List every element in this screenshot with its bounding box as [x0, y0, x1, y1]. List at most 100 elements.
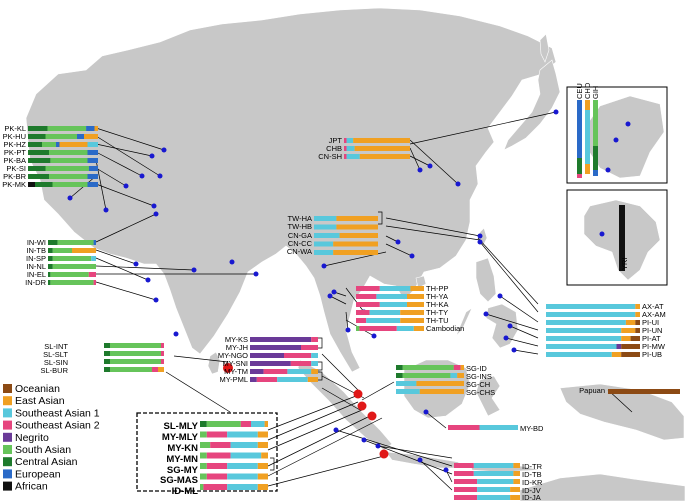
admixture-segment	[250, 377, 257, 382]
admixture-segment	[206, 431, 228, 438]
legend-label: Southeast Asian 1	[15, 407, 100, 419]
thailand-labels: TH-PP TH-YA TH-KA TH-TY TH-TU Cambodian	[426, 284, 464, 333]
admixture-segment	[621, 336, 631, 341]
inset-ref-label-2: GIH	[591, 86, 600, 99]
sample-dot	[327, 293, 333, 299]
admixture-segment	[152, 367, 158, 372]
admixture-segment	[28, 158, 51, 163]
pop-label-in-nl: IN-NL	[26, 262, 46, 271]
admixture-segment	[546, 336, 622, 341]
pop-label-sl-bur: SL-BUR	[40, 366, 68, 375]
pop-label-id-jv: ID-JV	[522, 486, 541, 495]
sample-dot	[253, 271, 259, 277]
admixture-segment	[621, 344, 640, 349]
admixture-segment	[28, 126, 48, 131]
legend-swatch	[3, 396, 12, 406]
pop-label-pi-ub: PI-UB	[642, 350, 662, 359]
pop-label-ax-at: AX-AT	[642, 302, 664, 311]
asia-mainland	[25, 7, 557, 373]
pop-label-jpt: JPT	[329, 136, 343, 145]
admixture-segment	[227, 473, 258, 480]
srilanka-labels: SL-INT SL-SLT SL-SIN SL-BUR	[40, 342, 68, 375]
admixture-segment	[453, 365, 461, 370]
china-labels: TW-HA TW-HB CN-GA CN-CC CN-WA	[287, 214, 313, 256]
admixture-segment	[110, 343, 161, 348]
legend-swatch	[3, 384, 12, 393]
admixture-segment	[513, 463, 520, 468]
admixture-segment	[110, 351, 161, 356]
admixture-segment	[104, 343, 110, 348]
pop-label-th-pp: TH-PP	[426, 284, 449, 293]
admixture-segment	[454, 479, 478, 484]
admixture-segment	[307, 377, 318, 382]
admixture-segment	[546, 344, 617, 349]
admixture-segment	[206, 452, 231, 459]
admixture-segment	[227, 484, 258, 490]
admixture-segment	[396, 381, 417, 386]
admixture-segment	[356, 302, 380, 307]
sakhalin	[539, 33, 550, 63]
admixture-segment	[230, 452, 262, 459]
admixture-segment	[87, 174, 98, 179]
admixture-segment	[454, 471, 474, 476]
admixture-segment	[369, 310, 401, 315]
admixture-segment	[287, 369, 312, 374]
pop-label-pk-ba: PK-BA	[3, 156, 26, 165]
legend-swatch	[3, 481, 12, 491]
admixture-segment	[257, 442, 268, 448]
admixture-segment	[161, 359, 164, 364]
pop-label-pk-br: PK-BR	[3, 172, 27, 181]
sample-dot	[149, 153, 155, 159]
pop-label-sg-id: SG-ID	[466, 364, 487, 373]
admixture-segment	[257, 431, 268, 438]
pop-label-cn-cc: CN-CC	[288, 239, 313, 248]
admixture-segment	[510, 487, 520, 492]
pop-label-my-mn: MY-MN	[166, 454, 198, 465]
malaysia-labels: MY-KS MY-JH MY-NGO MY-SNI MY-TM MY-PML	[218, 335, 248, 384]
admixture-segment	[356, 326, 360, 331]
sample-dot	[361, 437, 367, 443]
pop-label-pk-mk: PK-MK	[2, 180, 26, 189]
admixture-segment	[230, 442, 258, 448]
pop-label-id-kr: ID-KR	[522, 478, 543, 487]
admixture-segment	[240, 421, 251, 427]
admixture-segment	[333, 250, 378, 255]
admixture-segment	[346, 146, 355, 151]
admixture-segment	[257, 484, 268, 490]
admixture-segment	[86, 126, 95, 131]
pop-label-my-mly: MY-MLY	[162, 432, 199, 443]
pop-label-th-ty: TH-TY	[426, 308, 448, 317]
admixture-segment	[91, 256, 96, 261]
admixture-segment	[94, 126, 98, 131]
admixture-segment	[513, 471, 520, 476]
inset-ref-bars	[577, 100, 598, 178]
admixture-segment	[454, 463, 474, 468]
admixture-segment	[473, 471, 514, 476]
pop-label-pi-at: PI-AT	[642, 334, 661, 343]
admixture-segment	[410, 286, 424, 291]
admixture-segment	[333, 241, 378, 247]
sample-dot	[157, 173, 163, 179]
admixture-segment	[250, 369, 264, 374]
admixture-segment	[359, 154, 410, 159]
sample-dot	[477, 239, 483, 245]
legend-swatch	[3, 408, 12, 418]
admixture-segment	[346, 138, 354, 143]
legend-label: Central Asian	[15, 456, 78, 468]
admixture-segment	[48, 272, 51, 277]
sample-dot	[417, 457, 423, 463]
pop-label-in-tb: IN-TB	[26, 246, 46, 255]
admixture-segment	[200, 431, 207, 438]
admixture-segment	[314, 224, 337, 230]
admixture-segment	[311, 353, 318, 358]
admixture-segment	[454, 495, 478, 500]
admixture-segment	[546, 352, 612, 357]
admixture-segment	[87, 182, 98, 187]
admixture-segment	[251, 421, 265, 427]
pop-label-pk-hu: PK-HU	[3, 132, 26, 141]
admixture-segment	[635, 304, 640, 309]
admixture-segment	[477, 487, 511, 492]
pop-label-sg-mas: SG-MAS	[160, 475, 198, 486]
